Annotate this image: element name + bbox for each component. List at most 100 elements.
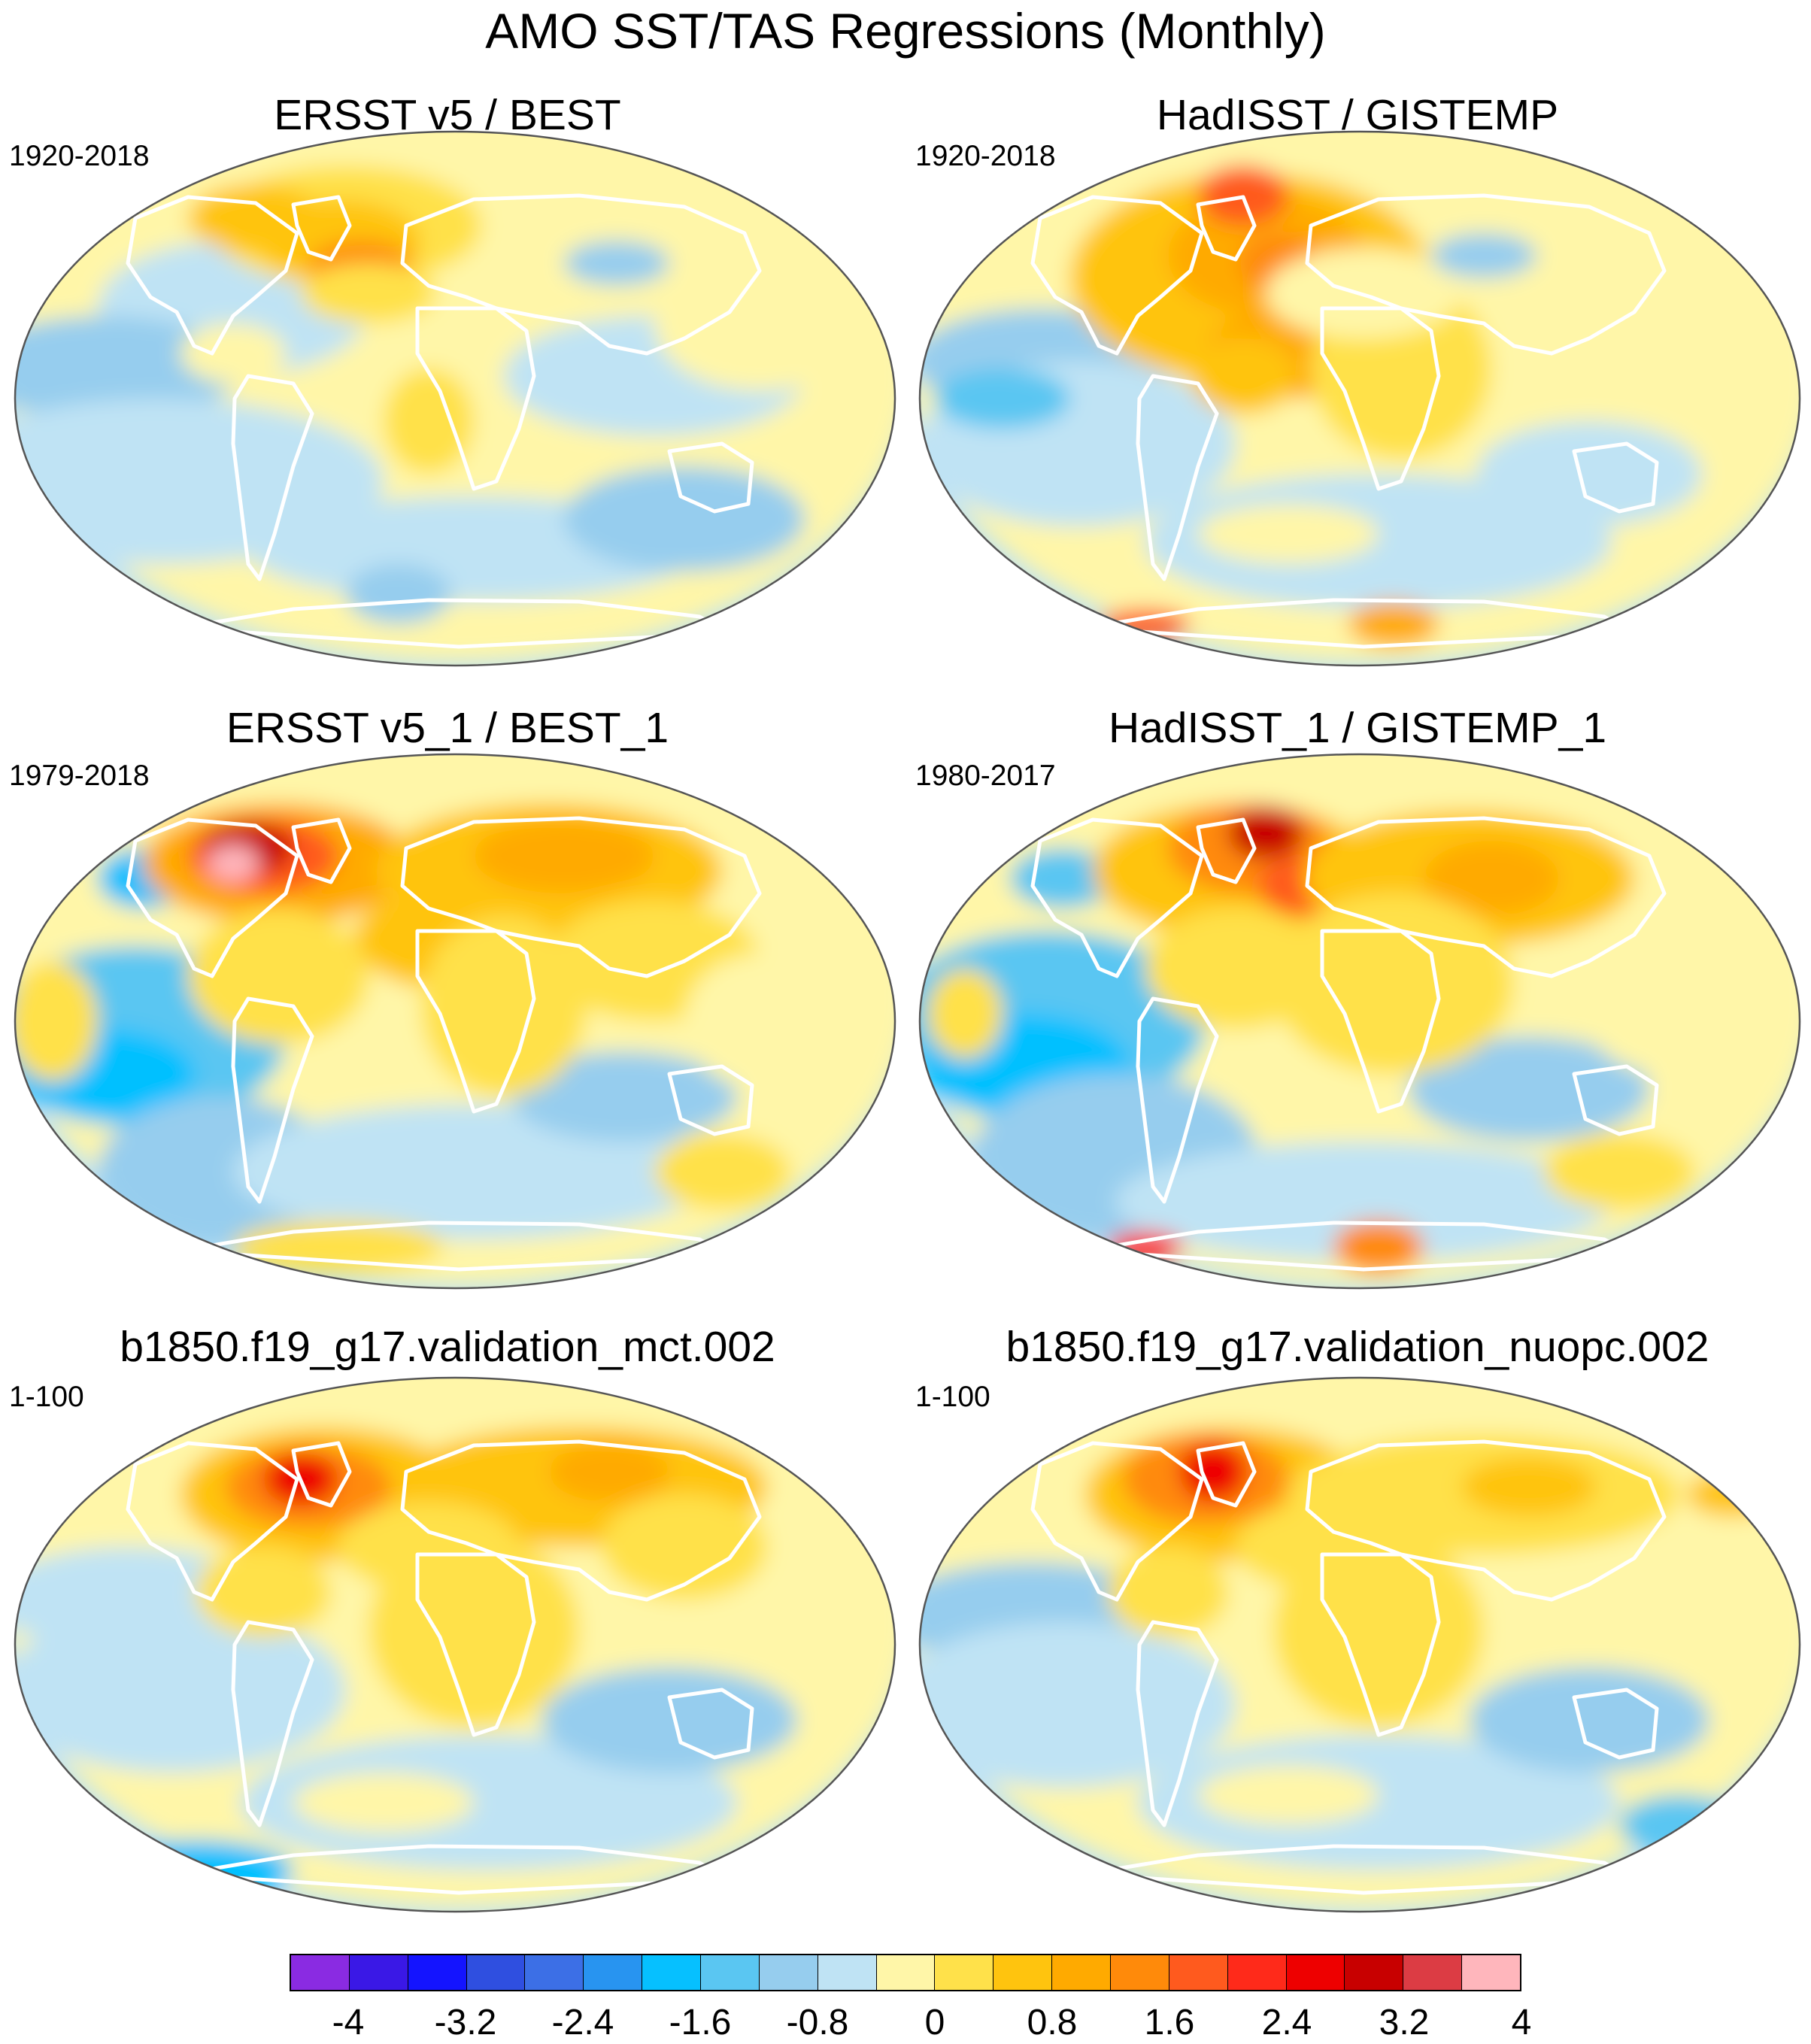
panel-period-validation-nuopc: 1-100 [915, 1381, 990, 1413]
coastline [1030, 1441, 1204, 1602]
anomaly-region [1348, 602, 1439, 647]
map-ersst-best [14, 130, 896, 667]
map-border [14, 130, 896, 667]
coastline [126, 195, 299, 356]
anomaly-region [346, 564, 451, 624]
coastline [1196, 817, 1257, 884]
panel-title-ersst-best: ERSST v5 / BEST [274, 91, 621, 139]
anomaly-region [1424, 841, 1559, 916]
anomaly-region [541, 1667, 797, 1773]
colorbar-swatch [1462, 1955, 1521, 1990]
colorbar-swatch [349, 1955, 408, 1990]
colorbar-swatch [993, 1955, 1053, 1990]
coastline [415, 1552, 536, 1737]
anomaly-region [369, 1532, 579, 1727]
colorbar-swatch [701, 1955, 760, 1990]
map-validation-mct [14, 1376, 896, 1913]
anomaly-region [1228, 807, 1303, 860]
coastline [1572, 1064, 1659, 1136]
map-field [920, 132, 1800, 666]
anomaly-region [1115, 1142, 1612, 1262]
coastline [1196, 1441, 1257, 1508]
colorbar [290, 1954, 1521, 1991]
coastline [178, 1221, 732, 1272]
anomaly-region [1108, 1547, 1228, 1637]
map-border [14, 1376, 896, 1913]
colorbar-tick-label: -0.8 [786, 2003, 849, 2042]
coastline [1305, 1439, 1667, 1602]
anomaly-region [654, 1134, 790, 1209]
colorbar-swatch [818, 1955, 877, 1990]
anomaly-region [1582, 939, 1747, 1074]
colorbar-swatch [1227, 1955, 1287, 1990]
anomaly-region [920, 1622, 1236, 1788]
colorbar-swatch [759, 1955, 818, 1990]
panel-period-hadisst-gistemp: 1920-2018 [915, 140, 1056, 172]
panel-title-hadisst-gistemp-1: HadISST_1 / GISTEMP_1 [1108, 704, 1607, 752]
colorbar-tick-label: -3.2 [434, 2003, 497, 2042]
panel-title-hadisst-gistemp: HadISST / GISTEMP [1156, 91, 1559, 139]
coastline [400, 1439, 762, 1602]
colorbar-tick-label: 4 [1511, 2003, 1532, 2042]
anomaly-region [1544, 1134, 1694, 1209]
anomaly-region [1179, 1442, 1247, 1502]
anomaly-region [15, 1607, 346, 1773]
coastline [1136, 374, 1219, 581]
panel-title-validation-nuopc: b1850.f19_g17.validation_nuopc.002 [1006, 1323, 1709, 1371]
colorbar-swatch [466, 1955, 526, 1990]
coastline [231, 996, 314, 1204]
coastlines [1030, 193, 1667, 649]
coastline [126, 817, 299, 978]
anomaly-region [474, 818, 654, 893]
anomaly-region [1198, 504, 1379, 564]
anomaly-region [1461, 1457, 1597, 1517]
coastline [1030, 817, 1204, 978]
coastline [1320, 929, 1441, 1114]
colorbar-tick-label: 0.8 [1027, 2003, 1078, 2042]
anomaly-region [1431, 233, 1536, 278]
coastline [1083, 598, 1637, 649]
colorbar-swatch [1169, 1955, 1228, 1990]
coastline [667, 441, 754, 514]
map-hadisst-gistemp-1 [918, 753, 1801, 1290]
panel-title-ersst-best-1: ERSST v5_1 / BEST_1 [226, 704, 669, 752]
coastlines [126, 1439, 762, 1895]
anomaly-region [1273, 1532, 1484, 1727]
anomaly-region [180, 323, 286, 384]
colorbar-tick-label: -2.4 [551, 2003, 614, 2042]
coastline [1136, 1620, 1219, 1827]
anomaly-region [15, 316, 241, 421]
anomaly-region [935, 368, 1070, 429]
anomaly-region [1687, 1472, 1777, 1517]
panel-period-ersst-best: 1920-2018 [9, 140, 150, 172]
coastlines [126, 193, 762, 649]
anomaly-region [927, 969, 1003, 1059]
colorbar-swatch [1052, 1955, 1112, 1990]
colorbar-swatch [1403, 1955, 1463, 1990]
colorbar-swatch [291, 1955, 350, 1990]
map-hadisst-gistemp [918, 130, 1801, 667]
anomaly-region [207, 845, 259, 882]
coastline [667, 1688, 754, 1760]
colorbar-tick-label: -4 [332, 2003, 365, 2042]
coastline [1320, 1552, 1441, 1737]
anomaly-region [1191, 338, 1296, 414]
anomaly-region [1469, 1667, 1709, 1773]
anomaly-region [549, 1442, 669, 1502]
colorbar-tick-label: -1.6 [669, 2003, 732, 2042]
anomaly-region [1273, 893, 1514, 1074]
coastline [1320, 306, 1441, 491]
coastline [1083, 1844, 1637, 1895]
coastline [291, 1441, 352, 1508]
coastline [1305, 816, 1667, 978]
anomaly-region [602, 1494, 767, 1600]
coastline [1196, 195, 1257, 262]
map-field [920, 754, 1800, 1288]
map-ersst-best-1 [14, 753, 896, 1290]
map-validation-nuopc [918, 1376, 1801, 1913]
anomaly-region [654, 256, 865, 391]
coastline [231, 1620, 314, 1827]
coastlines [1030, 1439, 1667, 1895]
coastlines [1030, 816, 1667, 1272]
colorbar-swatch [642, 1955, 702, 1990]
